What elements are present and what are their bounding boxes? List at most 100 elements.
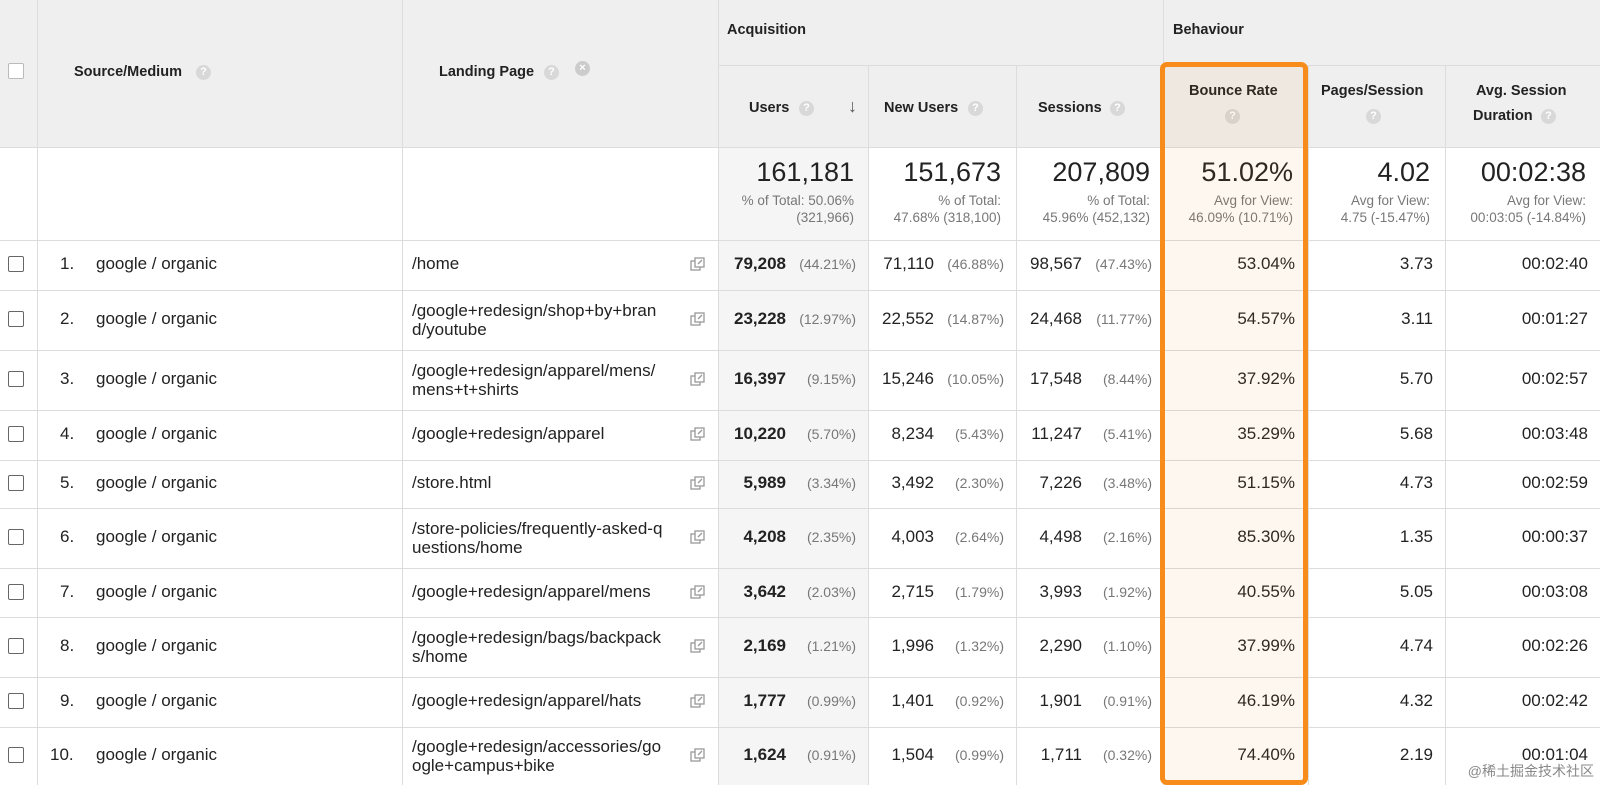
row-checkbox[interactable] <box>8 256 24 272</box>
row-checkbox[interactable] <box>8 475 24 491</box>
row-divider <box>0 677 1600 678</box>
session-duration-value: 00:02:26 <box>1521 636 1588 655</box>
row-checkbox[interactable] <box>8 583 24 600</box>
row-divider <box>0 410 1600 411</box>
new-users-percent: (2.30%) <box>954 475 1004 491</box>
row-checkbox[interactable] <box>8 693 24 709</box>
header-sessions[interactable]: Sessions <box>1038 100 1102 116</box>
source-medium-link[interactable]: google / organic <box>96 254 217 273</box>
open-link-icon[interactable] <box>690 584 705 599</box>
sessions-percent: (47.43%) <box>1095 256 1152 272</box>
landing-page-link[interactable]: /google+redesign/shop+by+bran d/youtube <box>412 301 657 339</box>
open-link-icon[interactable] <box>690 748 705 762</box>
landing-page-link[interactable]: /google+redesign/accessories/go ogle+cam… <box>412 737 662 775</box>
sessions-value: 4,498 <box>1039 527 1082 546</box>
header-pages-session[interactable]: Pages/Session <box>1321 83 1424 99</box>
row-checkbox[interactable] <box>8 529 24 545</box>
header-bounce-rate[interactable]: Bounce Rate <box>1189 83 1278 99</box>
sort-descending-icon[interactable]: ↓ <box>848 96 857 116</box>
row-checkbox[interactable] <box>8 311 24 327</box>
landing-page-link[interactable]: /store-policies/frequently-asked-q uesti… <box>412 519 663 557</box>
landing-page-link[interactable]: /google+redesign/apparel/mens <box>412 581 651 601</box>
users-percent: (9.15%) <box>806 371 856 387</box>
help-icon[interactable]: ? <box>1541 109 1556 124</box>
open-link-icon[interactable] <box>690 257 705 271</box>
header-new-users[interactable]: New Users <box>884 100 959 116</box>
users-value: 1,777 <box>743 691 786 710</box>
landing-page-link[interactable]: /google+redesign/apparel/mens/ mens+t+sh… <box>412 361 656 399</box>
sessions-percent: (1.92%) <box>1102 583 1152 600</box>
help-icon[interactable]: ? <box>968 101 983 116</box>
landing-page-link[interactable]: /store.html <box>412 473 492 492</box>
open-link-icon[interactable] <box>690 312 705 326</box>
sessions-percent: (0.32%) <box>1102 747 1152 763</box>
row-checkbox[interactable] <box>8 747 24 763</box>
row-index: 6. <box>60 527 75 546</box>
landing-page-link[interactable]: /home <box>412 254 460 273</box>
source-medium-link[interactable]: google / organic <box>96 369 217 388</box>
users-value: 4,208 <box>743 527 786 546</box>
users-value: 10,220 <box>734 424 786 443</box>
header-acquisition: Acquisition <box>727 22 806 38</box>
open-link-icon[interactable] <box>690 639 705 653</box>
source-medium-link[interactable]: google / organic <box>96 473 217 492</box>
help-icon[interactable]: ? <box>1225 109 1240 124</box>
landing-page-link[interactable]: /google+redesign/bags/backpack s/home <box>412 628 662 666</box>
help-icon[interactable]: ? <box>544 65 559 80</box>
avg-bounce-note: 46.09% (10.71%) <box>1188 210 1293 225</box>
header-landing-page[interactable]: Landing Page <box>439 64 535 80</box>
open-link-icon[interactable] <box>690 476 705 490</box>
header-source-medium[interactable]: Source/Medium <box>74 64 182 80</box>
row-checkbox[interactable] <box>8 426 24 442</box>
source-medium-link[interactable]: google / organic <box>96 636 217 655</box>
session-duration-value: 00:01:27 <box>1521 309 1588 328</box>
open-link-icon[interactable] <box>690 694 705 708</box>
new-users-value: 1,996 <box>891 636 934 655</box>
bounce-rate-value: 35.29% <box>1237 424 1295 443</box>
sessions-value: 2,290 <box>1039 636 1082 655</box>
sessions-value: 98,567 <box>1030 254 1082 273</box>
help-icon[interactable]: ? <box>1110 101 1125 116</box>
remove-dimension-icon[interactable]: × <box>575 61 590 76</box>
row-divider <box>0 290 1600 291</box>
new-users-percent: (0.92%) <box>954 693 1004 709</box>
open-link-icon[interactable] <box>690 427 705 441</box>
group-header-divider <box>718 65 1600 66</box>
landing-page-link[interactable]: /google+redesign/apparel <box>412 424 605 443</box>
sorted-column-bg <box>718 147 868 785</box>
header-avg-session[interactable]: Avg. Session <box>1476 83 1567 99</box>
header-users[interactable]: Users <box>749 100 790 116</box>
help-icon[interactable]: ? <box>1366 109 1381 124</box>
row-checkbox[interactable] <box>8 371 24 387</box>
users-percent: (44.21%) <box>799 256 856 272</box>
new-users-percent: (1.32%) <box>954 638 1004 654</box>
pages-session-value: 5.68 <box>1399 424 1433 443</box>
new-users-value: 71,110 <box>883 254 934 273</box>
new-users-value: 2,715 <box>891 581 934 601</box>
landing-page-link[interactable]: /google+redesign/apparel/hats <box>412 691 642 710</box>
open-link-icon[interactable] <box>690 530 705 544</box>
source-medium-link[interactable]: google / organic <box>96 527 217 546</box>
total-new-users-note: % of Total: <box>938 193 1001 208</box>
pages-session-value: 3.11 <box>1401 309 1433 328</box>
row-checkbox[interactable] <box>8 638 24 654</box>
users-percent: (5.70%) <box>806 426 856 442</box>
sessions-value: 17,548 <box>1030 369 1082 388</box>
source-medium-link[interactable]: google / organic <box>96 581 217 601</box>
select-all-checkbox[interactable] <box>8 63 24 79</box>
bounce-rate-value: 74.40% <box>1237 745 1295 764</box>
open-link-icon[interactable] <box>690 372 705 386</box>
help-icon[interactable]: ? <box>196 65 211 80</box>
bounce-rate-value: 54.57% <box>1237 309 1295 328</box>
col-divider <box>402 0 403 785</box>
total-users-note: % of Total: 50.06% <box>741 193 854 208</box>
source-medium-link[interactable]: google / organic <box>96 745 217 764</box>
source-medium-link[interactable]: google / organic <box>96 309 217 328</box>
source-medium-link[interactable]: google / organic <box>96 691 217 710</box>
row-index: 8. <box>60 636 75 655</box>
users-value: 16,397 <box>734 369 786 388</box>
users-value: 2,169 <box>743 636 786 655</box>
help-icon[interactable]: ? <box>799 101 814 116</box>
header-duration[interactable]: Duration <box>1473 108 1533 124</box>
source-medium-link[interactable]: google / organic <box>96 424 217 443</box>
